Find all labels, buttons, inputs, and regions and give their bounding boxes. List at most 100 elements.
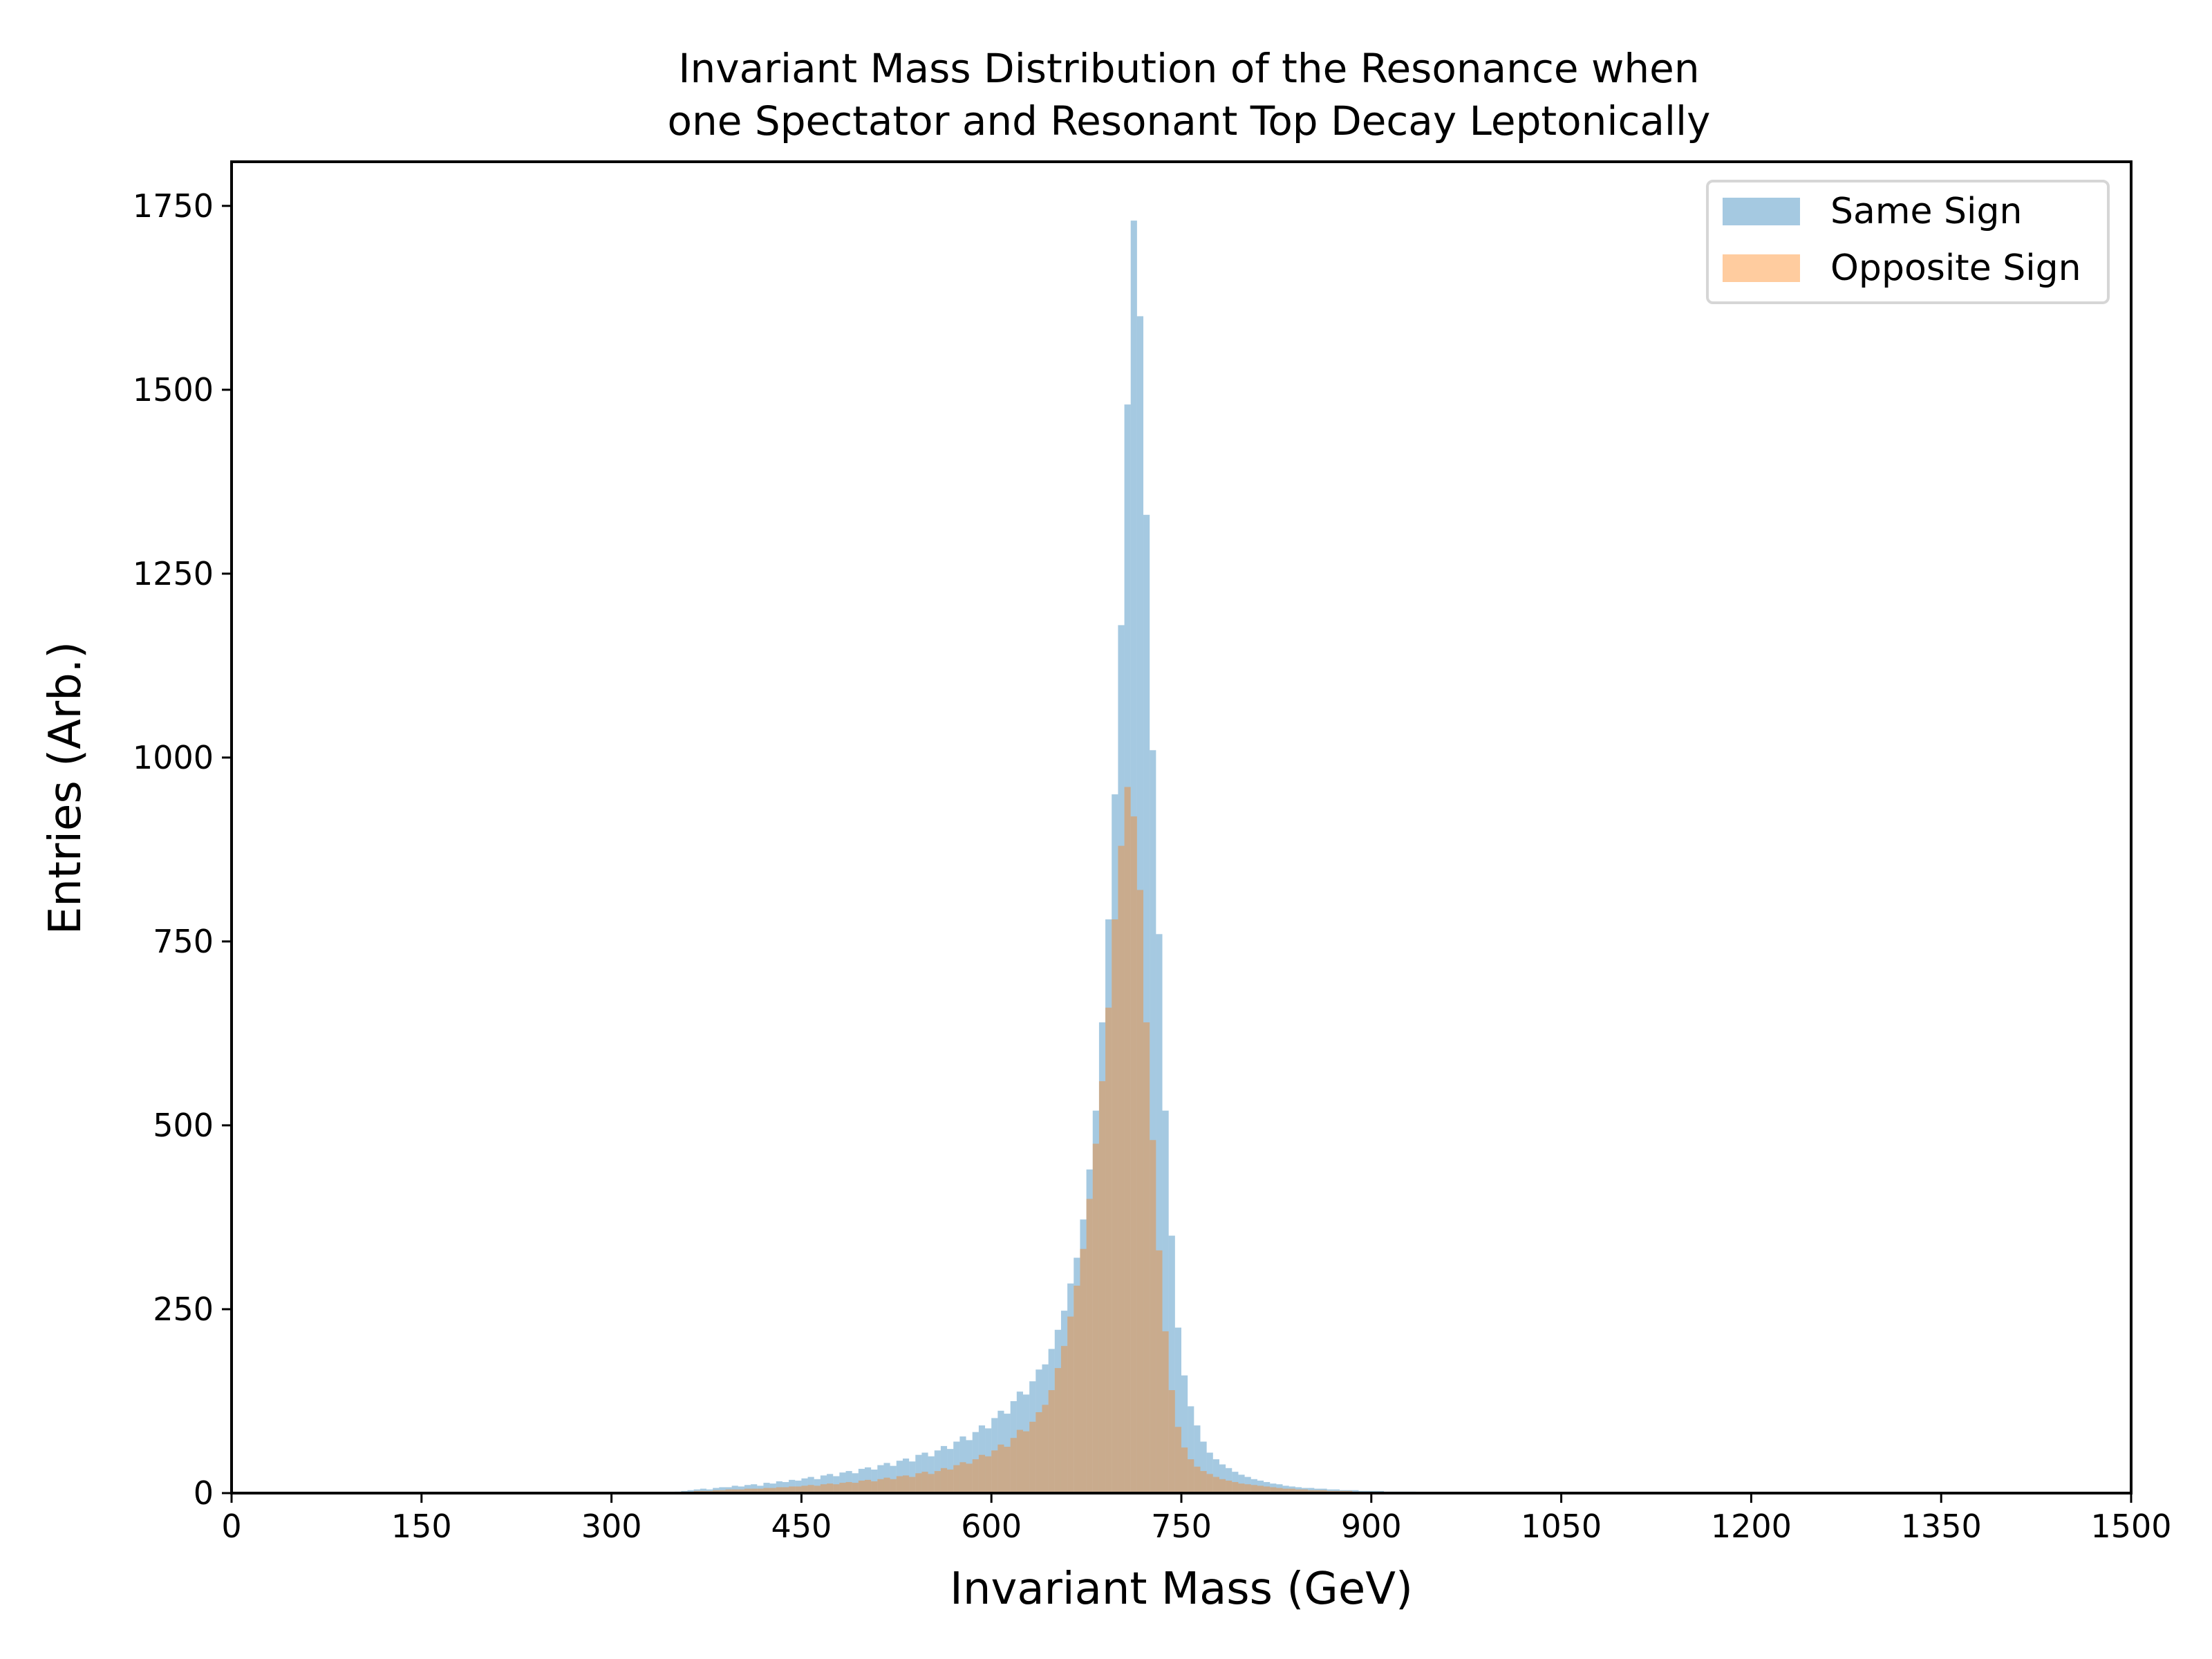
histogram-bar-opposite-sign <box>1098 1081 1106 1493</box>
histogram-bar-same-sign <box>991 1418 998 1493</box>
histogram-bar-same-sign <box>789 1479 796 1493</box>
histogram-bar-opposite-sign <box>1264 1486 1271 1493</box>
histogram-bar-same-sign <box>1219 1464 1226 1493</box>
histogram-bar-opposite-sign <box>858 1480 865 1493</box>
x-tick-label: 1500 <box>2090 1508 2171 1545</box>
histogram-bar-opposite-sign <box>1308 1490 1315 1493</box>
histogram-bar-same-sign <box>1074 1257 1080 1493</box>
x-axis-ticks: 0 150 300 450 600 750 900 1050 1200 1350 1500 <box>221 1493 2172 1545</box>
legend-entry-same-sign: Same Sign <box>1723 191 2022 232</box>
histogram-bar-opposite-sign <box>1074 1285 1080 1493</box>
histogram-bar-opposite-sign <box>1212 1477 1219 1493</box>
histogram-bar-opposite-sign <box>890 1479 897 1493</box>
histogram-bar-same-sign <box>827 1474 834 1493</box>
histogram-bar-opposite-sign <box>795 1486 802 1493</box>
histogram-bar-same-sign <box>1188 1406 1194 1493</box>
histogram-bar-same-sign <box>807 1477 814 1493</box>
chart-title-line-1: Invariant Mass Distribution of the Reson… <box>678 45 1700 92</box>
plot-frame <box>230 160 2133 1494</box>
histogram-bar-opposite-sign <box>1143 1022 1150 1493</box>
histogram-bar-opposite-sign <box>896 1476 903 1493</box>
histogram-bar-same-sign <box>757 1485 764 1493</box>
histogram-bar-same-sign <box>1257 1480 1264 1493</box>
legend-entry-opposite-sign: Opposite Sign <box>1723 247 2081 289</box>
histogram-bar-opposite-sign <box>757 1488 764 1493</box>
histogram-bar-same-sign <box>966 1440 973 1493</box>
histogram-bar-opposite-sign <box>1200 1471 1207 1493</box>
histogram-bar-opposite-sign <box>769 1488 776 1493</box>
histogram-bar-same-sign <box>845 1471 852 1493</box>
histogram-bar-same-sign <box>1174 1327 1181 1493</box>
histogram-bar-same-sign <box>782 1482 789 1493</box>
histogram-bar-same-sign <box>928 1456 935 1493</box>
histogram-bar-opposite-sign <box>1314 1490 1321 1493</box>
histogram-bar-opposite-sign <box>997 1444 1004 1493</box>
histogram-bar-same-sign <box>1244 1477 1251 1493</box>
histogram-bar-opposite-sign <box>820 1484 827 1493</box>
histogram-bar-same-sign <box>1333 1489 1340 1493</box>
histogram-bar-same-sign <box>839 1472 846 1493</box>
histogram-bar-same-sign <box>1168 1235 1175 1493</box>
y-tick-label: 1750 <box>133 187 214 225</box>
histogram-bar-same-sign <box>852 1473 859 1493</box>
histogram-bar-opposite-sign <box>934 1471 941 1493</box>
histogram-bar-opposite-sign <box>921 1472 928 1493</box>
histogram-bar-opposite-sign <box>871 1481 878 1493</box>
histogram-bar-same-sign <box>896 1461 903 1493</box>
histogram-bar-same-sign <box>1282 1485 1289 1493</box>
histogram-bar-opposite-sign <box>827 1483 834 1493</box>
histogram-bar-opposite-sign <box>1320 1490 1327 1493</box>
histogram-bar-same-sign <box>725 1487 732 1493</box>
histogram-bar-same-sign <box>1016 1391 1023 1493</box>
histogram-bar-opposite-sign <box>845 1482 852 1493</box>
histogram-bar-same-sign <box>1092 1110 1099 1493</box>
histogram-bar-opposite-sign <box>776 1487 782 1493</box>
histogram-bar-same-sign <box>858 1468 865 1493</box>
histogram-bar-opposite-sign <box>991 1450 998 1493</box>
histogram-bar-opposite-sign <box>839 1483 846 1493</box>
histogram-bar-opposite-sign <box>1244 1484 1251 1493</box>
histogram-bar-same-sign <box>997 1410 1004 1493</box>
histogram-bar-same-sign <box>1295 1487 1302 1493</box>
histogram-bar-opposite-sign <box>1168 1390 1175 1493</box>
histogram-bar-same-sign <box>731 1485 738 1493</box>
legend-label-same-sign: Same Sign <box>1830 191 2023 232</box>
histogram-bar-opposite-sign <box>1054 1368 1061 1493</box>
histogram-bar-same-sign <box>1352 1490 1359 1493</box>
histogram-bar-opposite-sign <box>1219 1479 1226 1493</box>
histogram-bar-opposite-sign <box>1112 919 1118 1493</box>
x-tick-label: 750 <box>1151 1508 1212 1545</box>
x-tick-label: 1050 <box>1521 1508 1602 1545</box>
histogram-bar-same-sign <box>744 1485 751 1493</box>
histogram-bar-opposite-sign <box>915 1473 922 1493</box>
histogram-bar-same-sign <box>1250 1479 1257 1493</box>
histogram-bar-opposite-sign <box>909 1477 916 1493</box>
histogram-bar-same-sign <box>1302 1488 1309 1493</box>
histogram-bar-opposite-sign <box>782 1487 789 1493</box>
chart-title-line-2: one Spectator and Resonant Top Decay Lep… <box>667 97 1711 144</box>
histogram-bar-same-sign <box>1112 794 1118 1493</box>
histogram-bar-opposite-sign <box>751 1488 758 1493</box>
histogram-bar-same-sign <box>1200 1441 1207 1493</box>
histogram-bar-opposite-sign <box>1156 1250 1163 1493</box>
chart-legend <box>1706 180 2110 304</box>
histogram-bar-opposite-sign <box>1042 1405 1049 1493</box>
histogram-bar-same-sign <box>1098 1022 1106 1493</box>
histogram-bar-opposite-sign <box>947 1469 954 1493</box>
histogram-bar-same-sign <box>833 1476 840 1493</box>
histogram-bar-opposite-sign <box>801 1485 808 1493</box>
x-tick-label: 1200 <box>1711 1508 1792 1545</box>
histogram-bar-same-sign <box>1194 1425 1201 1493</box>
histogram-bar-same-sign <box>1048 1349 1055 1493</box>
histogram-bar-same-sign <box>1029 1381 1036 1493</box>
histogram-bar-opposite-sign <box>833 1484 840 1493</box>
histogram-bar-opposite-sign <box>719 1490 726 1493</box>
histogram-bar-opposite-sign <box>1130 816 1137 1493</box>
histogram-bar-same-sign <box>909 1461 916 1493</box>
histogram-bar-opposite-sign <box>1010 1438 1017 1493</box>
x-tick-label: 300 <box>581 1508 642 1545</box>
y-axis-label: Entries (Arb.) <box>40 641 91 935</box>
histogram-bar-same-sign <box>1264 1482 1271 1493</box>
histogram-bar-same-sign <box>1118 625 1125 1493</box>
histogram-bar-same-sign <box>1010 1400 1017 1493</box>
